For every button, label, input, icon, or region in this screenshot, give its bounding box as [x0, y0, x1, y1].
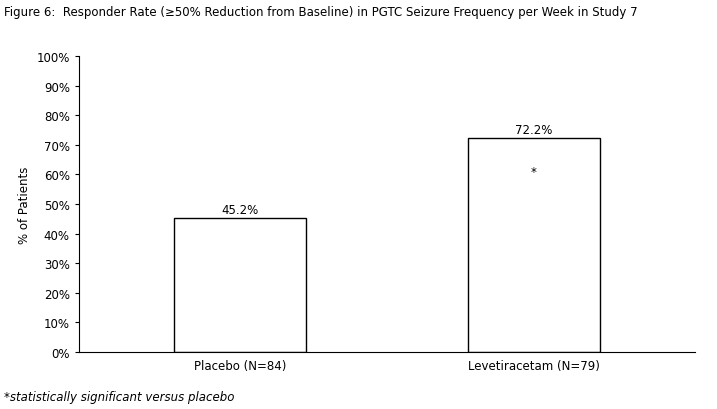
Text: Figure 6:  Responder Rate (≥50% Reduction from Baseline) in PGTC Seizure Frequen: Figure 6: Responder Rate (≥50% Reduction… [4, 6, 637, 19]
Y-axis label: % of Patients: % of Patients [18, 166, 31, 243]
Bar [174, 219, 306, 352]
Text: 72.2%: 72.2% [516, 124, 553, 137]
Text: *statistically significant versus placebo: *statistically significant versus placeb… [4, 390, 234, 403]
Text: 45.2%: 45.2% [222, 203, 259, 216]
Text: *: * [531, 166, 537, 179]
Bar [468, 139, 600, 352]
